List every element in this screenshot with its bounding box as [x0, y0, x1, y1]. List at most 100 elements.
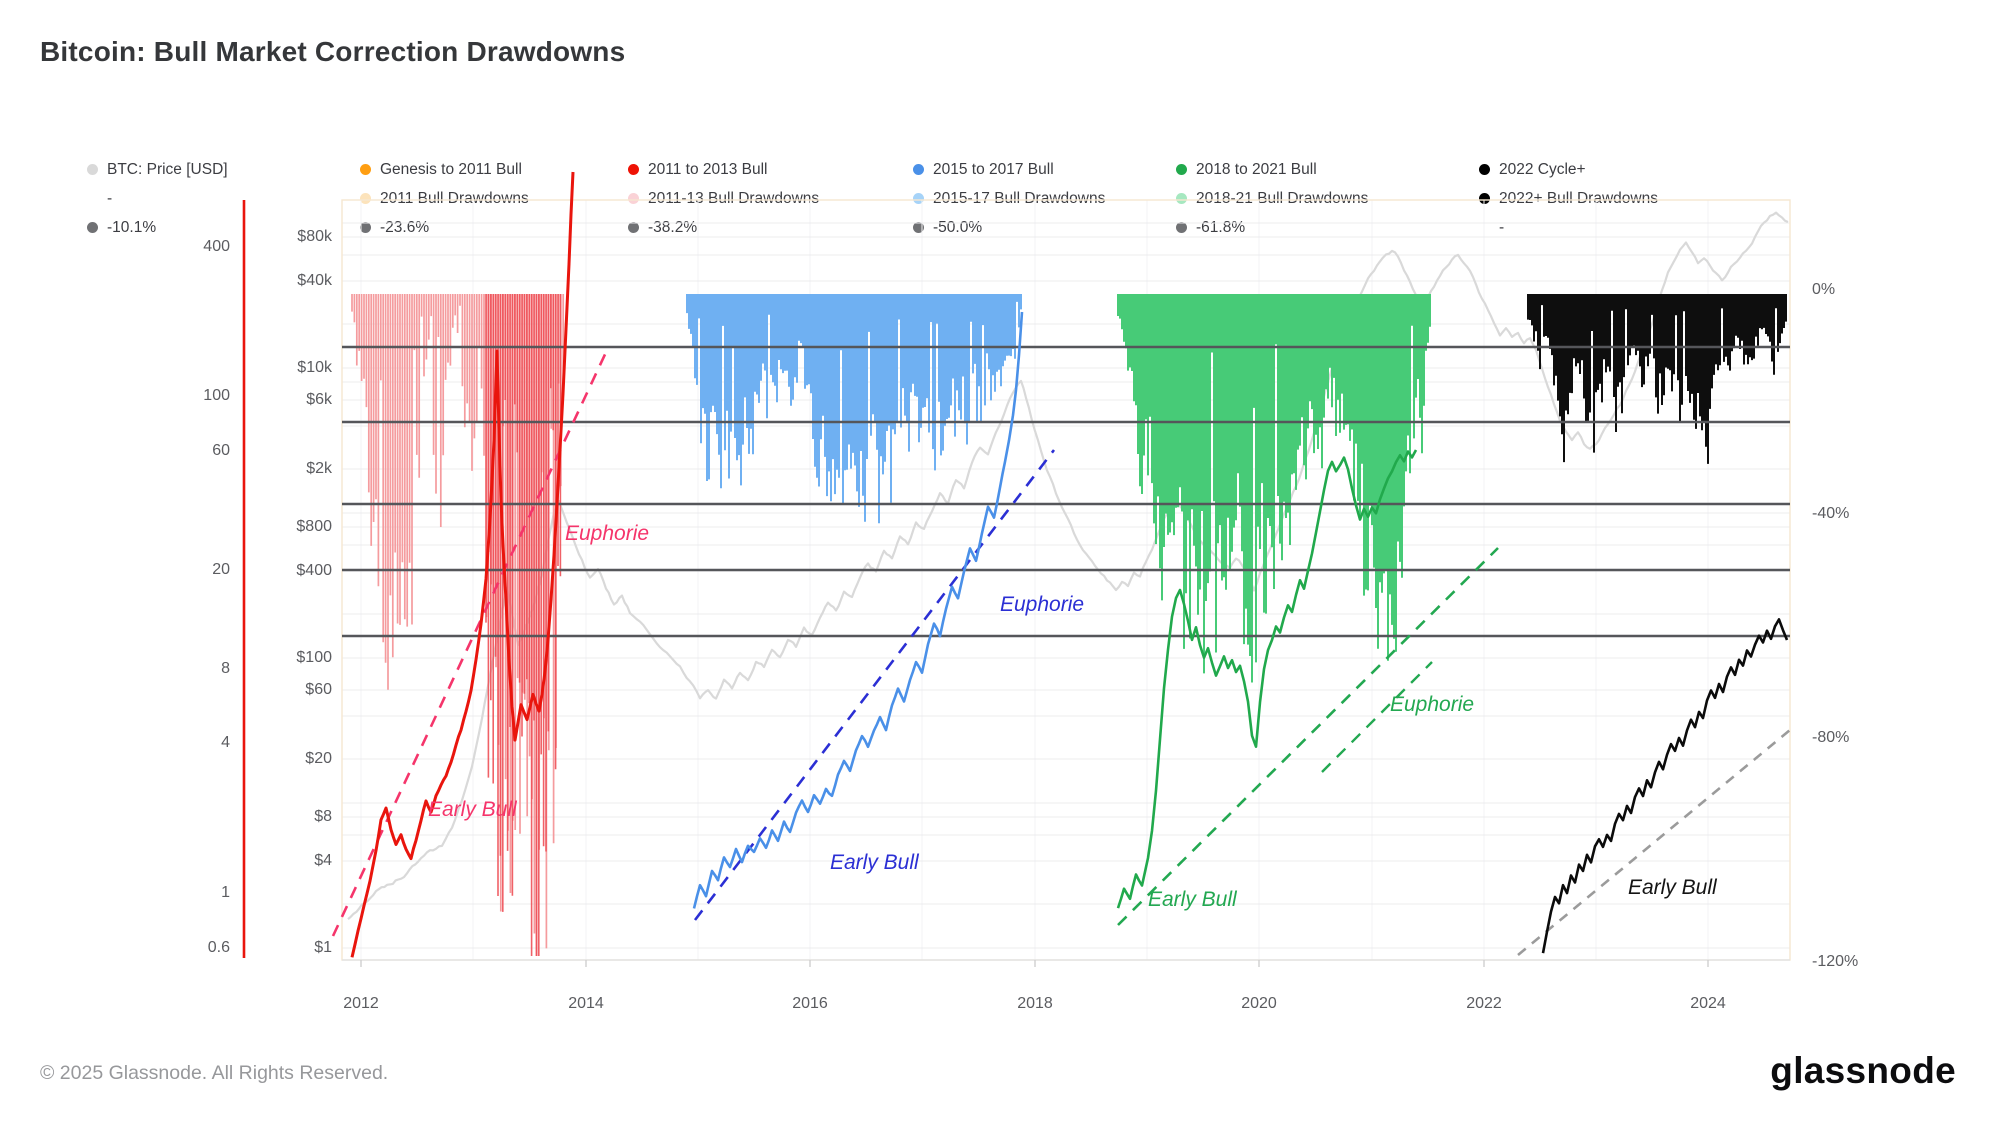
legend-dot-icon — [913, 222, 924, 233]
trend-2022 — [1517, 728, 1791, 957]
year-axis-tick-label: 2018 — [1017, 995, 1053, 1012]
legend-label: - — [107, 189, 113, 207]
legend-dot-icon — [87, 164, 98, 175]
trend-2018-21 — [1117, 547, 1499, 926]
phase-annotation: Early Bull — [428, 798, 518, 821]
legend-dot-icon — [1479, 193, 1490, 204]
legend-dot-icon — [360, 193, 371, 204]
drawdown-area-2018-21 — [1117, 294, 1431, 683]
legend-dot-icon — [360, 164, 371, 175]
usd-axis-tick-label: $100 — [296, 649, 332, 666]
year-axis-tick-label: 2022 — [1466, 995, 1502, 1012]
phase-annotation: Euphorie — [565, 522, 649, 545]
legend-dot-icon — [1176, 193, 1187, 204]
legend-dot-icon — [87, 222, 98, 233]
legend-dot-icon — [628, 222, 639, 233]
usd-axis-tick-label: $80k — [297, 228, 333, 245]
usd-axis-tick-label: $1 — [314, 939, 332, 956]
legend-dot-icon — [628, 193, 639, 204]
usd-axis-tick-label: $400 — [296, 562, 332, 579]
legend-label: Genesis to 2011 Bull — [380, 160, 522, 178]
legend-item-drawdown-stat-0[interactable]: -10.1% — [87, 213, 236, 242]
usd-axis-tick-label: $40k — [297, 272, 333, 289]
red-axis-tick-label: 400 — [203, 238, 230, 255]
phase-annotation: Early Bull — [830, 851, 920, 874]
red-axis-tick-label: 1 — [221, 884, 230, 901]
legend-label: 2015-17 Bull Drawdowns — [933, 189, 1106, 207]
trend-2018-21-b — [1321, 661, 1433, 773]
legend-label: 2022+ Bull Drawdowns — [1499, 189, 1658, 207]
year-axis-tick-label: 2016 — [792, 995, 828, 1012]
usd-axis-tick-label: $20 — [305, 750, 332, 767]
legend-item-drawdowns-2[interactable]: 2011-13 Bull Drawdowns — [628, 184, 828, 213]
legend-label: 2018-21 Bull Drawdowns — [1196, 189, 1369, 207]
legend-item-drawdowns-5[interactable]: 2022+ Bull Drawdowns — [1479, 184, 1666, 213]
red-axis-tick-label: 0.6 — [208, 939, 230, 956]
legend-item-series-4[interactable]: 2018 to 2021 Bull — [1176, 155, 1377, 184]
phase-annotation: Early Bull — [1148, 888, 1238, 911]
legend-item-series-0[interactable]: BTC: Price [USD] — [87, 155, 236, 184]
usd-axis-tick-label: $6k — [306, 391, 333, 408]
year-axis-tick-label: 2012 — [343, 995, 379, 1012]
red-axis-tick-label: 60 — [212, 442, 230, 459]
phase-annotation: Euphorie — [1000, 593, 1084, 616]
red-axis-tick-label: 8 — [221, 660, 230, 677]
legend-item-series-2[interactable]: 2011 to 2013 Bull — [628, 155, 828, 184]
pct-axis-tick-label: 0% — [1812, 281, 1835, 298]
legend-label: 2011-13 Bull Drawdowns — [648, 189, 820, 207]
legend-label: 2018 to 2021 Bull — [1196, 160, 1317, 178]
legend-label: 2011 to 2013 Bull — [648, 160, 768, 178]
legend-label: -10.1% — [107, 218, 157, 236]
pct-axis-tick-label: -40% — [1812, 505, 1849, 522]
legend-dot-icon — [360, 222, 371, 233]
bull-2015-17-line — [692, 311, 1024, 909]
phase-annotation: Euphorie — [1390, 693, 1474, 716]
legend-column: BTC: Price [USD] - -10.1% — [87, 155, 236, 242]
usd-axis-tick-label: $60 — [305, 681, 332, 698]
drawdown-area-2015-17 — [686, 294, 1022, 524]
cycle-2022-line — [1541, 618, 1789, 954]
copyright-text: © 2025 Glassnode. All Rights Reserved. — [40, 1062, 389, 1084]
year-axis-tick-label: 2024 — [1690, 995, 1726, 1012]
bull-2011-13-line — [350, 171, 575, 958]
year-axis-tick-label: 2014 — [568, 995, 604, 1012]
glassnode-logo: glassnode — [1770, 1050, 1956, 1091]
legend-item-drawdowns-1[interactable]: 2011 Bull Drawdowns — [360, 184, 537, 213]
legend-dot-icon — [628, 164, 639, 175]
usd-axis-tick-label: $4 — [314, 852, 332, 869]
phase-annotation: Early Bull — [1628, 876, 1718, 899]
legend-item-series-5[interactable]: 2022 Cycle+ — [1479, 155, 1666, 184]
bull-2018-21-line — [1116, 449, 1418, 909]
legend-column: 2011 to 2013 Bull 2011-13 Bull Drawdowns -… — [628, 155, 828, 242]
red-axis-tick-label: 100 — [203, 387, 230, 404]
pct-axis-tick-label: -80% — [1812, 729, 1849, 746]
legend-label: 2011 Bull Drawdowns — [380, 189, 529, 207]
trend-2015-17 — [693, 449, 1056, 921]
legend-item-drawdowns-3[interactable]: 2015-17 Bull Drawdowns — [913, 184, 1114, 213]
year-axis-tick-label: 2020 — [1241, 995, 1277, 1012]
usd-axis-tick-label: $2k — [306, 460, 333, 477]
usd-axis-tick-label: $10k — [297, 359, 333, 376]
pct-axis-tick-label: -120% — [1812, 953, 1858, 970]
legend-dot-icon — [1176, 222, 1187, 233]
legend-dot-icon — [1479, 164, 1490, 175]
page-title: Bitcoin: Bull Market Correction Drawdown… — [40, 36, 626, 67]
legend-dot-icon — [1176, 164, 1187, 175]
legend-item-drawdowns-4[interactable]: 2018-21 Bull Drawdowns — [1176, 184, 1377, 213]
usd-axis-tick-label: $8 — [314, 808, 332, 825]
drawdown-area-2022plus — [1527, 294, 1787, 464]
red-axis-tick-label: 20 — [212, 561, 230, 578]
red-axis-tick-label: 4 — [221, 734, 230, 751]
legend-dot-icon — [913, 193, 924, 204]
legend-label: 2022 Cycle+ — [1499, 160, 1586, 178]
legend-label: 2015 to 2017 Bull — [933, 160, 1054, 178]
legend-item-series-3[interactable]: 2015 to 2017 Bull — [913, 155, 1114, 184]
legend-dot-icon — [913, 164, 924, 175]
usd-axis-tick-label: $800 — [296, 518, 332, 535]
legend-item-series-1[interactable]: Genesis to 2011 Bull — [360, 155, 537, 184]
legend-label: - — [1499, 218, 1505, 236]
legend-label: BTC: Price [USD] — [107, 160, 228, 178]
legend-item-drawdowns-0[interactable]: - — [87, 184, 236, 213]
